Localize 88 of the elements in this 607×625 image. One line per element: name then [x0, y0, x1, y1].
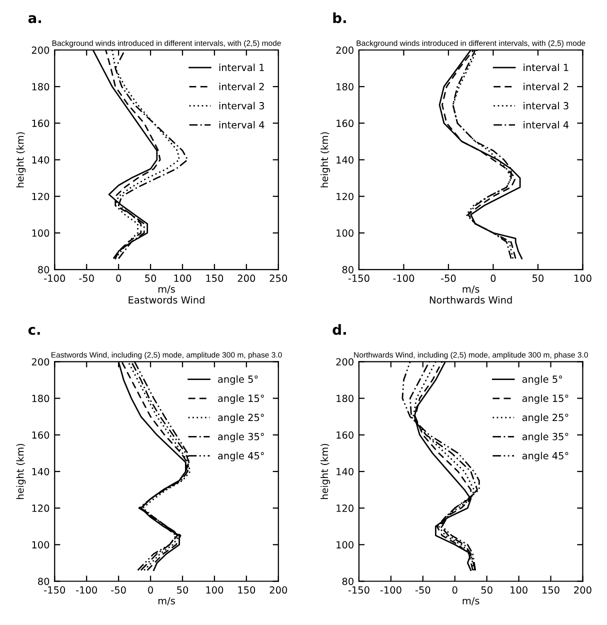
legend-label: angle 15° — [522, 394, 568, 404]
x-tick-label: 50 — [145, 274, 156, 282]
y-tick-label: 200 — [336, 358, 354, 366]
x-tick-label: 100 — [174, 274, 192, 282]
legend-label: angle 35° — [218, 432, 264, 442]
legend-label: angle 45° — [522, 452, 568, 462]
x-tick-label: 100 — [206, 586, 224, 594]
y-tick-label: 180 — [336, 394, 354, 402]
x-axis-title: m/s Northwards Wind — [430, 285, 512, 304]
x-tick-label: 200 — [574, 586, 592, 594]
y-tick-label: 200 — [336, 46, 354, 54]
text: b. — [333, 12, 346, 24]
x-tick-label: -150 — [44, 586, 66, 594]
y-tick-label: 140 — [336, 156, 354, 164]
y-tick-label: 180 — [336, 83, 354, 90]
legend-label: interval 3 — [524, 102, 568, 110]
y-tick-label: 200 — [32, 358, 50, 366]
x-axis-title: m/s — [158, 597, 175, 606]
legend-label: angle 5° — [522, 375, 562, 385]
y-tick-label: 160 — [32, 431, 50, 439]
y-axis-title: height (km) — [16, 444, 26, 499]
legend-label: angle 25° — [218, 414, 264, 424]
y-tick-label: 80 — [342, 266, 354, 274]
legend-label: interval 1 — [524, 64, 568, 72]
y-tick-label: 80 — [342, 578, 354, 586]
text: c. — [28, 326, 40, 335]
x-axis-title: m/s Eastwords Wind — [128, 285, 204, 304]
x-tick-label: 0 — [116, 274, 122, 282]
x-tick-label: -50 — [111, 586, 126, 594]
x-tick-label: -150 — [348, 274, 370, 282]
text: d. — [332, 324, 346, 335]
y-axis-title: height (km) — [320, 444, 330, 499]
x-tick-label: 150 — [206, 274, 224, 282]
x-tick-label: 200 — [238, 274, 256, 282]
x-tick-label: 50 — [532, 274, 544, 282]
x-tick-label: 50 — [177, 586, 188, 594]
legend-label: interval 4 — [524, 121, 569, 129]
y-axis-title: height (km) — [16, 132, 26, 188]
x-tick-label: 0 — [452, 586, 458, 594]
y-tick-label: 140 — [32, 468, 50, 476]
x-tick-label: 100 — [574, 274, 592, 282]
x-tick-label: -50 — [79, 274, 94, 282]
y-tick-label: 100 — [32, 541, 50, 548]
y-tick-label: 140 — [336, 468, 354, 476]
x-tick-label: 200 — [270, 586, 288, 594]
x-tick-label: 0 — [148, 586, 153, 594]
y-tick-label: 120 — [32, 192, 50, 200]
y-tick-label: 80 — [38, 578, 50, 586]
legend-label: interval 4 — [219, 121, 264, 129]
y-tick-label: 200 — [32, 46, 50, 54]
text: a. — [28, 15, 42, 24]
x-tick-label: -50 — [415, 586, 430, 594]
x-axis-title: m/s — [462, 597, 480, 606]
x-tick-label: -100 — [393, 274, 414, 282]
legend-label: interval 3 — [219, 102, 264, 110]
legend-label: interval 2 — [219, 82, 264, 90]
legend-label: interval 1 — [219, 64, 264, 72]
y-tick-label: 160 — [336, 431, 354, 439]
legend-label: interval 2 — [524, 82, 568, 90]
y-tick-label: 180 — [32, 394, 50, 402]
x-tick-label: 0 — [490, 274, 496, 282]
x-tick-label: 100 — [510, 586, 528, 594]
x-tick-label: 150 — [542, 586, 560, 594]
x-tick-label: -100 — [76, 586, 97, 594]
x-tick-label: 250 — [270, 274, 288, 282]
legend-label: angle 5° — [218, 375, 258, 385]
x-tick-label: -50 — [440, 274, 456, 282]
y-tick-label: 100 — [32, 229, 50, 237]
y-tick-label: 80 — [38, 266, 50, 274]
y-tick-label: 140 — [32, 156, 50, 164]
y-tick-label: 160 — [32, 120, 50, 128]
y-tick-label: 180 — [32, 83, 50, 90]
legend-label: angle 45° — [218, 452, 264, 462]
x-tick-label: 150 — [238, 586, 256, 594]
legend-label: angle 25° — [522, 414, 568, 424]
y-tick-label: 120 — [32, 504, 50, 512]
y-tick-label: 100 — [336, 541, 354, 548]
x-tick-label: -100 — [380, 586, 402, 594]
y-tick-label: 120 — [336, 504, 354, 512]
legend-label: angle 35° — [522, 432, 568, 442]
y-tick-label: 120 — [336, 192, 354, 200]
y-tick-label: 100 — [336, 229, 354, 237]
x-tick-label: -150 — [348, 586, 370, 594]
legend-label: angle 15° — [218, 394, 264, 404]
x-tick-label: 50 — [481, 586, 492, 594]
y-tick-label: 160 — [336, 120, 354, 128]
x-tick-label: -100 — [44, 274, 66, 282]
y-axis-title: height (km) — [320, 132, 330, 188]
